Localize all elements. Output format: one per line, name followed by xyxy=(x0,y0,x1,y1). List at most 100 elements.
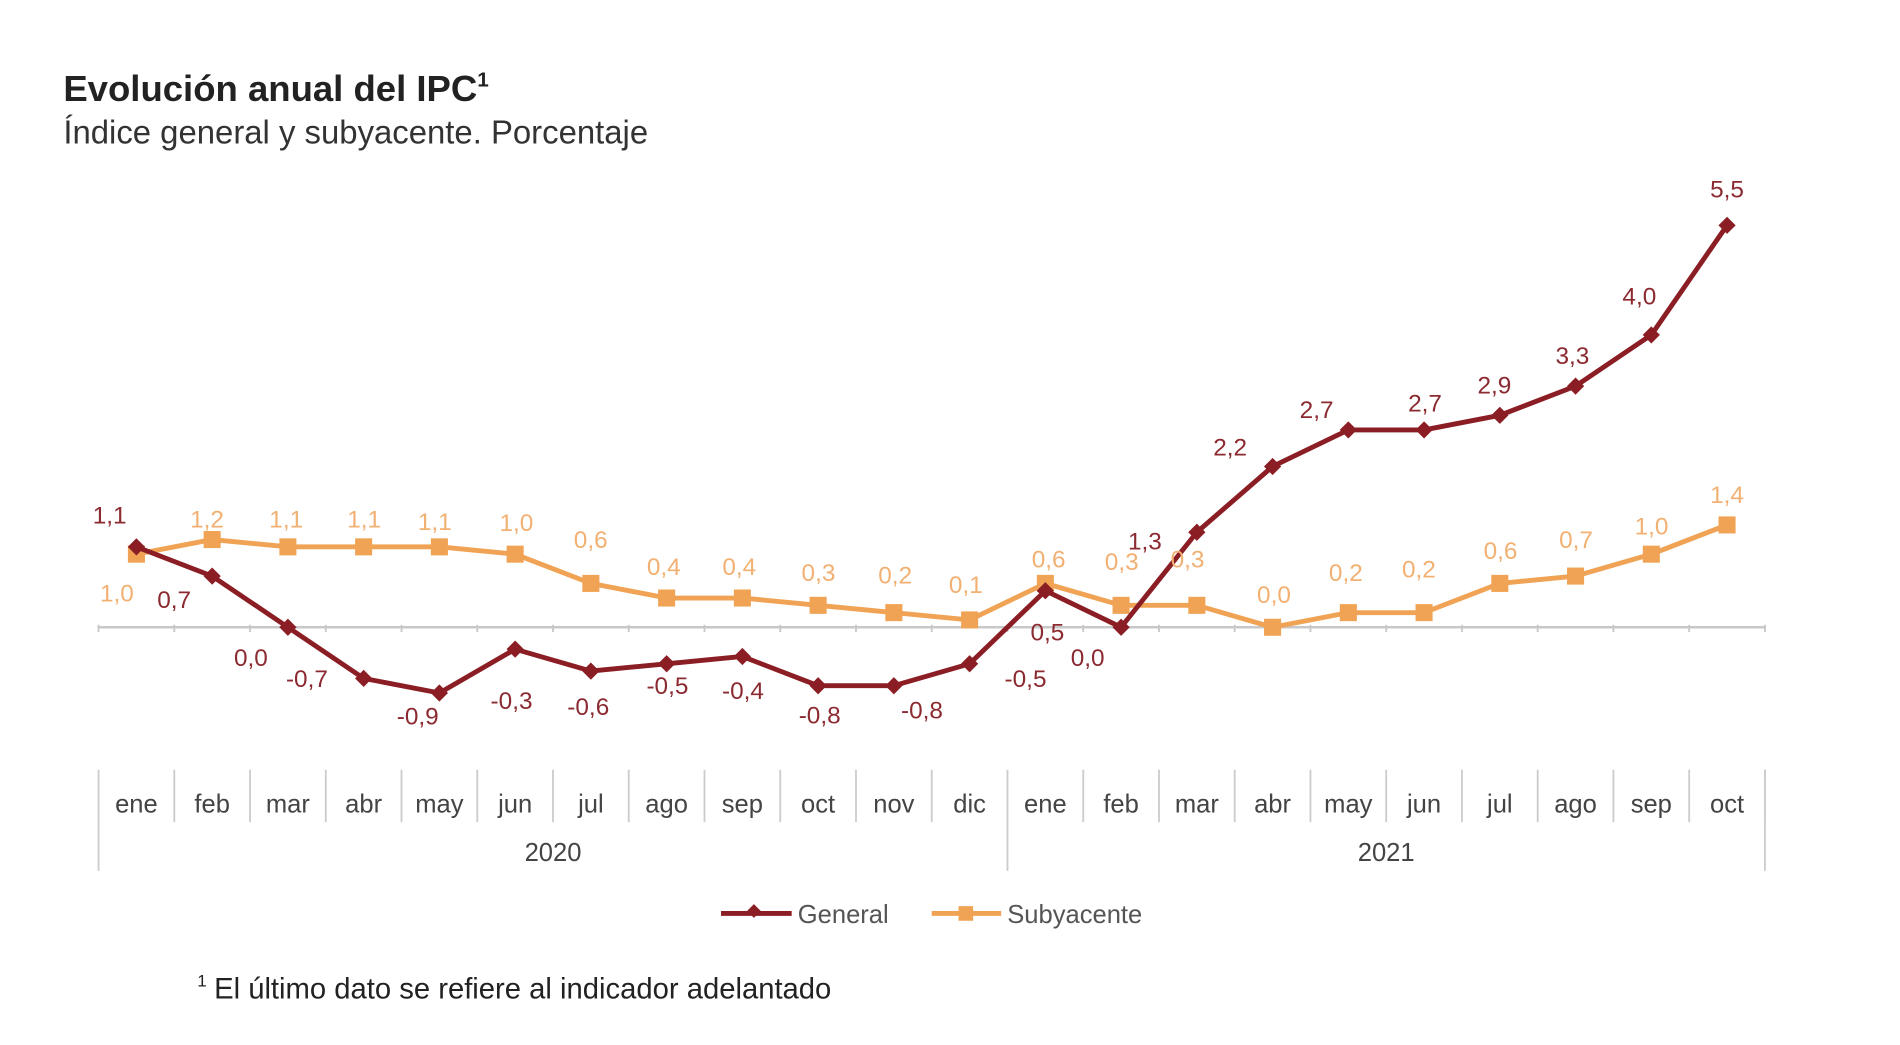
general-data-label: 2,7 xyxy=(1408,391,1442,418)
footnote: 1 El último dato se refiere al indicador … xyxy=(197,972,831,1006)
general-data-label: 2,9 xyxy=(1478,372,1512,399)
category-label: jun xyxy=(497,790,532,818)
chart-title: Evolución anual del IPC1 xyxy=(63,68,488,109)
category-label: feb xyxy=(1103,790,1139,818)
subyacente-point xyxy=(430,538,448,556)
category-label: mar xyxy=(1175,790,1220,818)
subyacente-point xyxy=(355,538,373,556)
subyacente-point xyxy=(582,574,600,592)
general-data-label: -0,5 xyxy=(646,673,688,700)
category-label: ene xyxy=(1024,790,1067,818)
general-data-label: 2,7 xyxy=(1300,397,1334,424)
category-label: abr xyxy=(345,790,382,818)
year-label: 2021 xyxy=(1358,839,1415,867)
general-data-label: 0,7 xyxy=(157,587,191,614)
category-label: oct xyxy=(801,790,835,818)
subyacente-point xyxy=(1264,618,1282,636)
subyacente-point xyxy=(658,589,676,607)
general-data-label: -0,8 xyxy=(901,698,943,725)
legend-subyacente-marker xyxy=(958,906,974,921)
category-label: jul xyxy=(577,790,604,818)
subyacente-data-label: 0,4 xyxy=(722,554,756,581)
subyacente-data-label: 0,3 xyxy=(1171,547,1205,574)
category-label: ago xyxy=(645,790,688,818)
general-data-label: 4,0 xyxy=(1622,283,1656,310)
subyacente-point xyxy=(1188,596,1206,614)
subyacente-data-label: 0,1 xyxy=(949,572,983,599)
general-point xyxy=(1718,216,1736,234)
general-series-line xyxy=(135,223,1730,696)
general-point xyxy=(658,655,676,673)
subyacente-data-label: 0,3 xyxy=(802,560,836,587)
general-data-label: 2,2 xyxy=(1213,435,1247,462)
subyacente-data-label: 0,6 xyxy=(1484,538,1518,565)
general-data-label: 5,5 xyxy=(1710,176,1744,203)
subyacente-point xyxy=(1491,574,1509,592)
subyacente-data-label: 0,7 xyxy=(1559,527,1593,554)
general-point xyxy=(279,618,297,636)
subyacente-data-label: 1,0 xyxy=(100,581,134,608)
general-data-label: -0,5 xyxy=(1005,666,1047,693)
category-label: jul xyxy=(1486,790,1513,818)
general-point xyxy=(1566,377,1585,395)
subyacente-data-label: 0,6 xyxy=(1032,547,1066,574)
category-label: sep xyxy=(1631,790,1672,818)
category-label: abr xyxy=(1254,790,1291,818)
general-point xyxy=(809,677,827,695)
category-label: nov xyxy=(873,790,914,818)
general-point xyxy=(506,640,524,658)
general-data-label: -0,6 xyxy=(567,694,609,721)
subyacente-data-label: 1,1 xyxy=(269,506,303,533)
category-label: dic xyxy=(953,790,986,818)
subyacente-point xyxy=(1718,516,1736,534)
general-data-label: 3,3 xyxy=(1555,343,1589,370)
general-data-label: -0,7 xyxy=(286,666,328,693)
general-data-label: -0,8 xyxy=(799,702,841,729)
legend-general-marker xyxy=(747,904,761,918)
subyacente-data-label: 0,4 xyxy=(647,554,681,581)
category-label: feb xyxy=(194,790,230,818)
subyacente-data-label: 0,0 xyxy=(1257,582,1291,609)
subyacente-data-label: 1,0 xyxy=(1635,514,1669,541)
subyacente-point xyxy=(1339,604,1357,622)
general-point xyxy=(1415,421,1433,439)
subyacente-point xyxy=(506,545,524,563)
general-point xyxy=(733,647,751,666)
category-label: oct xyxy=(1710,790,1744,818)
subyacente-point xyxy=(203,531,221,549)
category-label: jun xyxy=(1406,790,1441,818)
general-point xyxy=(960,655,979,673)
general-data-label: 1,1 xyxy=(93,503,127,530)
category-label: sep xyxy=(722,790,763,818)
subyacente-point xyxy=(1642,545,1660,563)
legend-general-label: General xyxy=(798,901,889,929)
subyacente-data-label: 1,2 xyxy=(190,506,224,533)
subyacente-data-label: 0,6 xyxy=(574,527,608,554)
general-point xyxy=(1642,326,1660,344)
subyacente-data-label: 1,0 xyxy=(499,510,533,537)
subyacente-point xyxy=(279,538,297,556)
year-label: 2020 xyxy=(525,839,582,867)
legend: General Subyacente xyxy=(721,901,1142,929)
title-superscript: 1 xyxy=(477,68,489,91)
subyacente-point xyxy=(809,596,827,614)
category-label: may xyxy=(415,790,464,818)
legend-subyacente-label: Subyacente xyxy=(1007,901,1142,929)
subyacente-point xyxy=(961,611,979,629)
general-data-label: -0,4 xyxy=(722,678,764,705)
subyacente-data-label: 1,1 xyxy=(418,509,452,536)
subyacente-data-label: 0,2 xyxy=(878,562,912,589)
subyacente-point xyxy=(885,604,903,622)
subyacente-data-label: 1,4 xyxy=(1710,482,1744,509)
subyacente-data-label: 0,2 xyxy=(1402,556,1436,583)
subyacente-point xyxy=(733,589,751,607)
category-label: ago xyxy=(1554,790,1597,818)
general-data-label: 0,5 xyxy=(1031,620,1065,647)
subyacente-data-label: 0,2 xyxy=(1329,560,1363,587)
subyacente-point xyxy=(1415,604,1433,622)
general-point xyxy=(430,684,449,702)
general-point xyxy=(885,677,903,695)
category-label: may xyxy=(1324,790,1373,818)
category-label: mar xyxy=(266,790,311,818)
